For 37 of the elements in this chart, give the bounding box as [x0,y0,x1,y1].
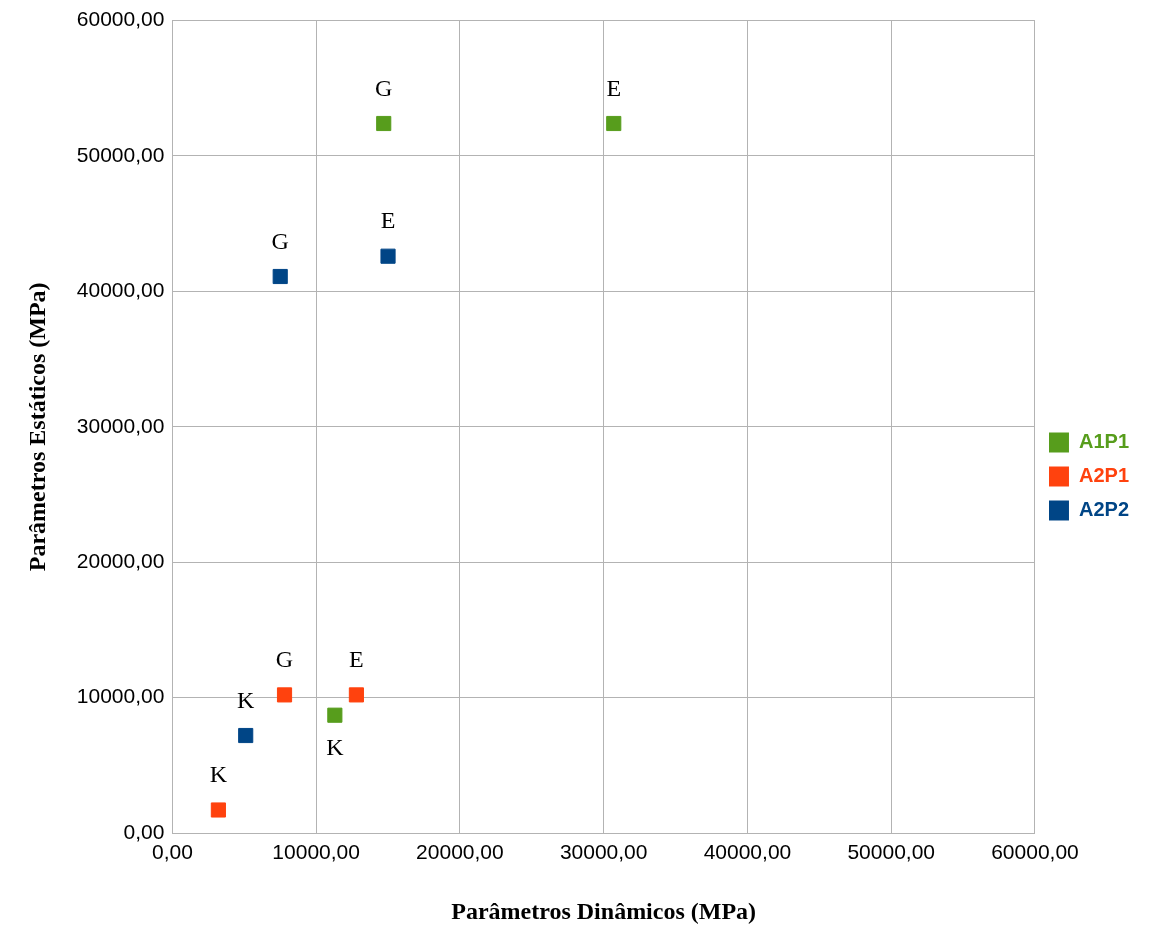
y-tick-label: 10000,00 [76,684,165,708]
point [276,687,293,703]
annotation: E [606,74,622,101]
legend-label: A1P1 [1078,430,1129,453]
y-tick-label: 50000,00 [76,142,165,166]
point [606,115,622,132]
y-tick-label: 40000,00 [76,278,165,302]
x-tick-label: 10000,00 [272,840,360,864]
y-axis-title: Parâmetros Estáticos (MPa) [23,282,50,572]
point [327,707,343,723]
x-tick-label: 0,00 [151,840,193,864]
annotation: G [275,646,294,673]
y-tick-label: 20000,00 [76,549,165,572]
x-tick-label: 40000,00 [703,840,792,864]
point [210,802,226,818]
annotation: K [326,734,345,761]
annotation: E [349,646,364,673]
point [238,727,254,744]
x-tick-label: 60000,00 [991,840,1079,864]
point [380,248,396,264]
annotation: K [209,761,228,788]
annotation: G [271,227,289,254]
legend-label: A2P1 [1078,464,1129,487]
x-tick-label: 30000,00 [559,840,648,864]
y-tick-label: 30000,00 [76,413,165,437]
point [348,687,364,703]
annotation: K [237,686,256,713]
y-tick-label: 0,00 [123,819,165,843]
x-tick-label: 20000,00 [416,840,504,864]
x-tick-label: 50000,00 [847,840,935,864]
y-tick-label: 60000,00 [76,7,165,31]
annotation: G [375,74,393,101]
x-axis-title: Parâmetros Dinâmicos (MPa) [451,897,757,924]
legend-label: A2P2 [1078,498,1129,521]
point [272,268,288,285]
point [376,115,392,132]
annotation: E [380,207,396,234]
